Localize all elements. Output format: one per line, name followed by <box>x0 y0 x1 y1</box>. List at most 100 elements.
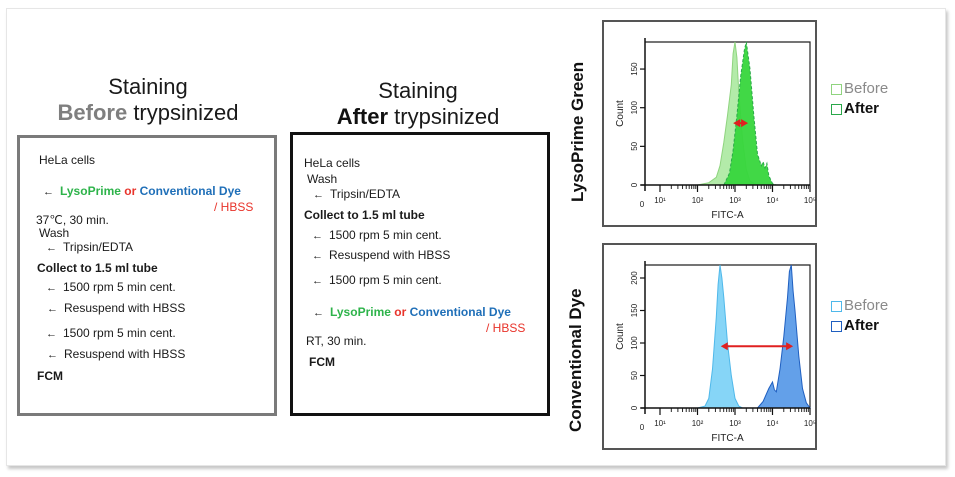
legend-item-before: Before <box>831 79 888 99</box>
title-line2: After trypsinized <box>288 104 548 130</box>
legend-label: Before <box>844 80 889 97</box>
x-axis-label: FITC-A <box>711 433 744 444</box>
x-tick-label: 10¹ <box>654 196 666 205</box>
reagent-or: or <box>394 305 410 319</box>
step-text: RT, 30 min. <box>306 334 367 348</box>
x-tick-label: 0 <box>640 200 645 209</box>
left-arrow-icon: ← <box>47 303 58 315</box>
x-tick-label: 10⁴ <box>766 196 779 205</box>
protocol-step-staining: ← LysoPrime or Conventional Dye <box>43 184 241 199</box>
left-arrow-icon: ← <box>47 349 58 361</box>
step-text: Collect to 1.5 ml tube <box>304 208 425 222</box>
x-tick-label: 10³ <box>729 196 741 205</box>
protocol-step: ← Resuspend with HBSS <box>47 301 185 316</box>
protocol-step-staining: ← LysoPrime or Conventional Dye <box>313 305 511 320</box>
step-text: HeLa cells <box>39 153 96 167</box>
step-text: 37℃, 30 min. <box>36 213 109 227</box>
reagent-or: or <box>124 184 140 198</box>
step-text: FCM <box>37 369 63 383</box>
step-text: Resuspend with HBSS <box>64 347 186 361</box>
legend-label: After <box>844 100 880 117</box>
histogram-conventional: 0 10¹ 10² 10³ 10⁴ 10⁵ 0 50 100 150 200 FITC-A Count <box>615 261 816 444</box>
x-tick-label: 10⁴ <box>766 419 779 428</box>
protocol-step: Collect to 1.5 ml tube <box>37 261 158 275</box>
step-text: 1500 rpm 5 min cent. <box>329 228 442 242</box>
plot-border <box>645 41 811 185</box>
step-text: Tripsin/EDTA <box>63 240 134 254</box>
x-tick-label: 10⁵ <box>804 419 816 428</box>
legend-swatch-after <box>831 320 842 332</box>
reagent-lysoprime: LysoPrime <box>60 184 125 198</box>
protocol-step: ← 1500 rpm 5 min cent. <box>46 280 176 295</box>
left-arrow-icon: ← <box>46 328 57 340</box>
reagent-lysoprime: LysoPrime <box>330 305 395 319</box>
legend-swatch-before <box>831 300 842 312</box>
chart-frame-lysoprime <box>602 20 817 227</box>
y-axis-label: Count <box>615 323 626 350</box>
title-rest: trypsinized <box>388 104 500 129</box>
y-tick-label: 150 <box>630 303 639 317</box>
legend-swatch-after <box>831 103 842 115</box>
step-text: HeLa cells <box>304 156 361 170</box>
y-tick-label: 150 <box>630 62 639 76</box>
left-arrow-icon: ← <box>313 307 324 319</box>
y-tick-label: 50 <box>630 371 639 380</box>
y-tick-label: 100 <box>630 100 639 114</box>
shift-arrow-head-left <box>733 119 741 128</box>
reagent-buffer-hbss: / HBSS <box>214 200 254 214</box>
y-tick-label: 0 <box>630 405 639 410</box>
title-rest: trypsinized <box>127 100 239 125</box>
step-text: 1500 rpm 5 min cent. <box>329 273 442 287</box>
protocol-step: ← 1500 rpm 5 min cent. <box>312 228 442 243</box>
protocol-step: HeLa cells <box>304 156 360 170</box>
left-arrow-icon: ← <box>313 189 324 201</box>
title-before-trypsinized: Staining Before trypsinized <box>18 74 278 126</box>
reagent-conventional-dye: Conventional Dye <box>409 305 511 319</box>
legend-conventional: Before After <box>831 296 888 336</box>
x-tick-label: 10¹ <box>654 419 666 428</box>
legend-label: After <box>844 317 880 334</box>
left-arrow-icon: ← <box>312 275 323 287</box>
protocol-step: ← 1500 rpm 5 min cent. <box>312 273 442 288</box>
left-arrow-icon: ← <box>312 250 323 262</box>
histogram-after <box>723 41 777 186</box>
y-tick-label: 50 <box>630 141 639 150</box>
plot-border <box>645 264 811 408</box>
y-axis-label: Count <box>615 100 626 127</box>
protocol-step: ← Resuspend with HBSS <box>312 248 450 263</box>
title-after-trypsinized: Staining After trypsinized <box>288 78 548 130</box>
shift-arrow-head-right <box>741 119 749 128</box>
histogram-after <box>756 264 811 409</box>
protocol-step: ← 1500 rpm 5 min cent. <box>46 326 176 341</box>
x-tick-label: 10³ <box>729 419 741 428</box>
protocol-step: Collect to 1.5 ml tube <box>304 208 425 222</box>
legend-item-before: Before <box>831 296 888 316</box>
protocol-box-after <box>290 132 550 416</box>
left-arrow-icon: ← <box>46 282 57 294</box>
protocol-step: 37℃, 30 min. <box>36 213 109 227</box>
title-emph: After <box>336 104 389 129</box>
title-emph: Before <box>57 100 128 125</box>
step-text: FCM <box>309 355 335 369</box>
reagent-buffer-hbss: / HBSS <box>486 321 526 335</box>
y-tick-label: 200 <box>630 271 639 285</box>
title-line2: Before trypsinized <box>18 100 278 126</box>
protocol-step: Wash <box>39 226 69 240</box>
step-text: Resuspend with HBSS <box>329 248 451 262</box>
x-tick-label: 10⁵ <box>804 196 816 205</box>
legend-swatch-before <box>831 83 842 95</box>
protocol-step: ← Tripsin/EDTA <box>46 240 133 255</box>
protocol-step: RT, 30 min. <box>306 334 366 348</box>
protocol-step: FCM <box>37 369 63 383</box>
step-text: Tripsin/EDTA <box>330 187 401 201</box>
legend-item-after: After <box>831 316 888 336</box>
x-axis-label: FITC-A <box>711 210 744 221</box>
reagent-conventional-dye: Conventional Dye <box>139 184 241 198</box>
histogram-before <box>697 264 743 409</box>
protocol-step: Wash <box>307 172 337 186</box>
title-line1: Staining <box>108 74 188 99</box>
title-line1: Staining <box>378 78 458 103</box>
protocol-step: ← Tripsin/EDTA <box>313 187 400 202</box>
legend-item-after: After <box>831 99 888 119</box>
